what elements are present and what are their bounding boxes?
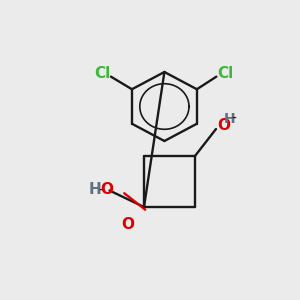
Text: O: O (217, 118, 230, 133)
Text: H: H (224, 112, 235, 126)
Text: O: O (100, 182, 114, 196)
Text: Cl: Cl (217, 65, 233, 80)
Text: -: - (98, 182, 104, 196)
Text: H: H (89, 182, 101, 196)
Text: -: - (232, 112, 236, 126)
Text: Cl: Cl (94, 65, 111, 80)
Text: O: O (121, 217, 134, 232)
